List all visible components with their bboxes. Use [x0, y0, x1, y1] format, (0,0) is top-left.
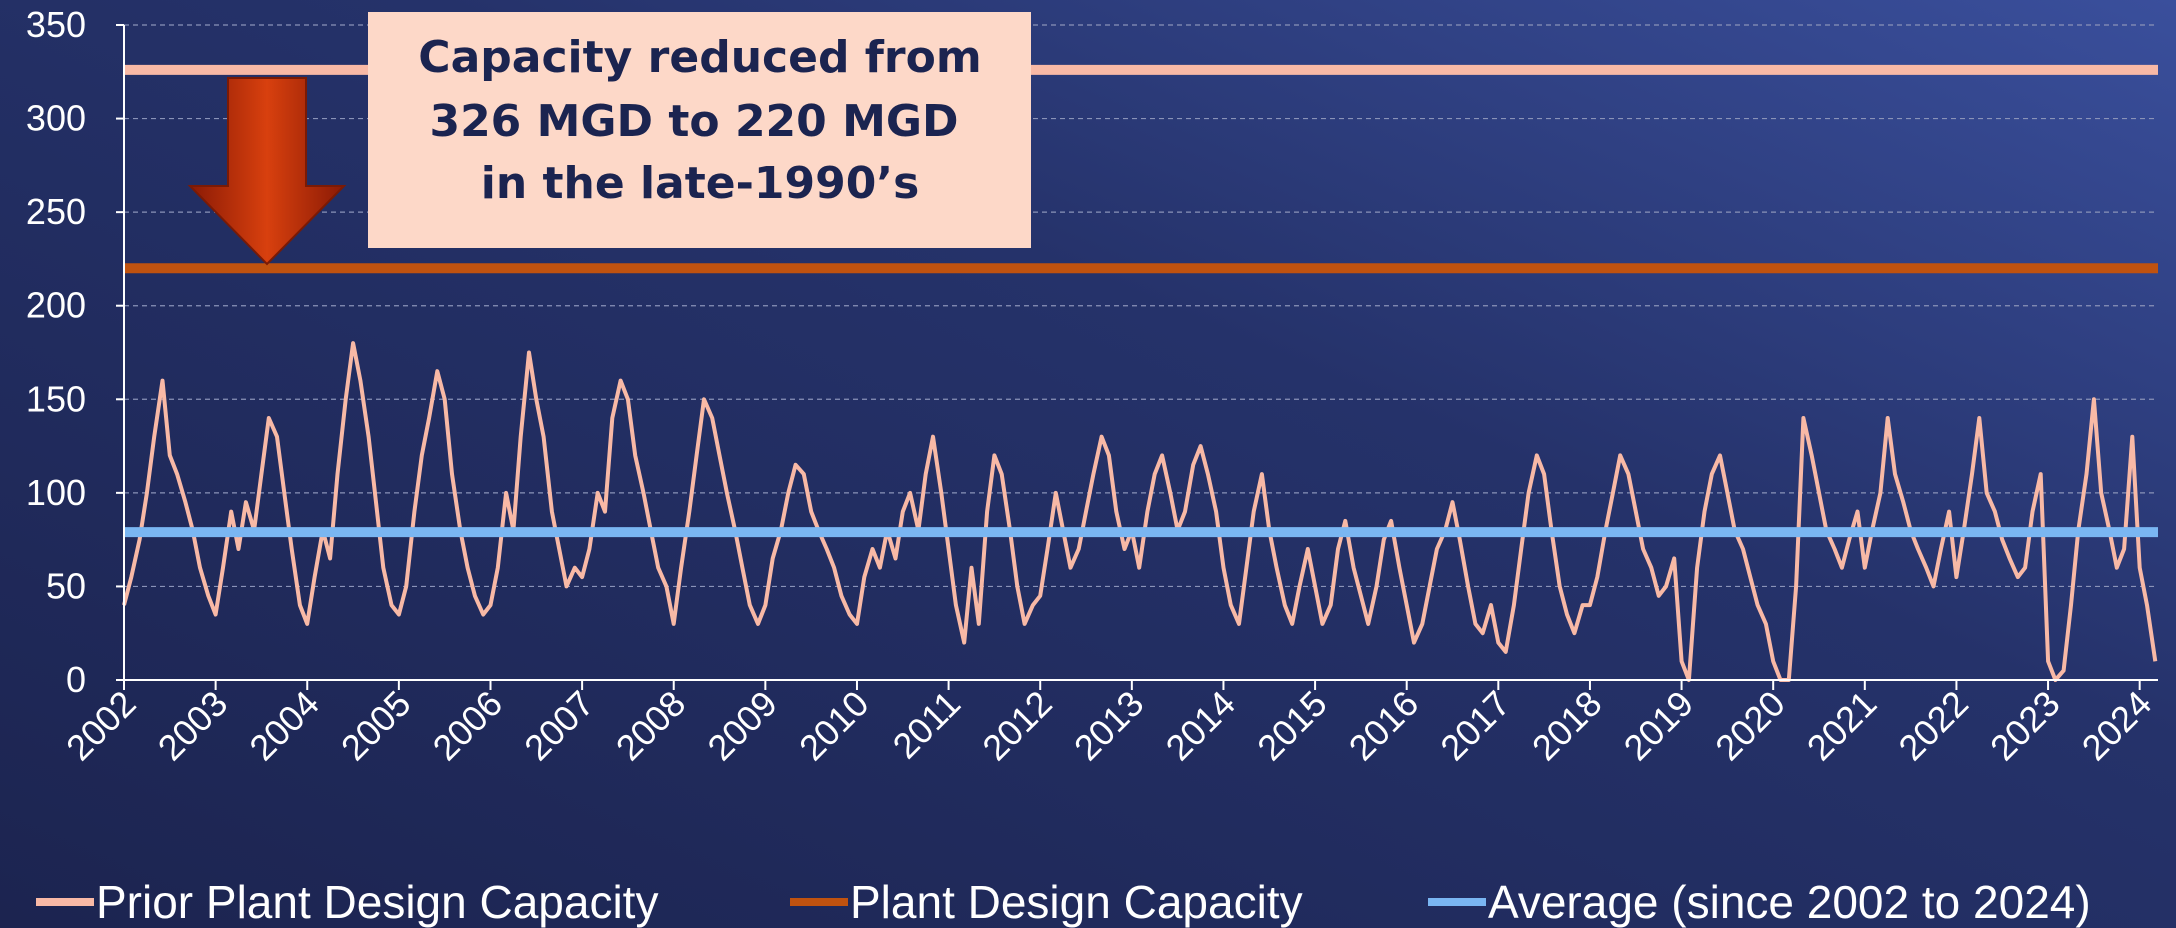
y-tick-label: 150 [26, 378, 86, 419]
annotation-box [368, 12, 1031, 248]
legend-label: Prior Plant Design Capacity [96, 876, 658, 928]
arrow [187, 77, 347, 266]
y-tick-label: 200 [26, 285, 86, 326]
flow-line [122, 341, 2158, 682]
legend: Prior Plant Design Capacity Plant Design … [36, 876, 2091, 928]
annotation-text: Capacity reduced from [418, 32, 981, 83]
y-tick-label: 350 [26, 4, 86, 45]
y-tick-label: 250 [26, 191, 86, 232]
annotation-text: 326 MGD to 220 MGD [429, 96, 958, 147]
y-tick-label: 0 [66, 659, 86, 700]
legend-label: Average (since 2002 to 2024) [1488, 876, 2091, 928]
y-tick-label: 100 [26, 472, 86, 513]
annotation-text: in the late-1990’s [481, 158, 920, 209]
y-tick-label: 300 [26, 98, 86, 139]
legend-label: Plant Design Capacity [850, 876, 1303, 928]
y-tick-label: 50 [46, 565, 86, 606]
